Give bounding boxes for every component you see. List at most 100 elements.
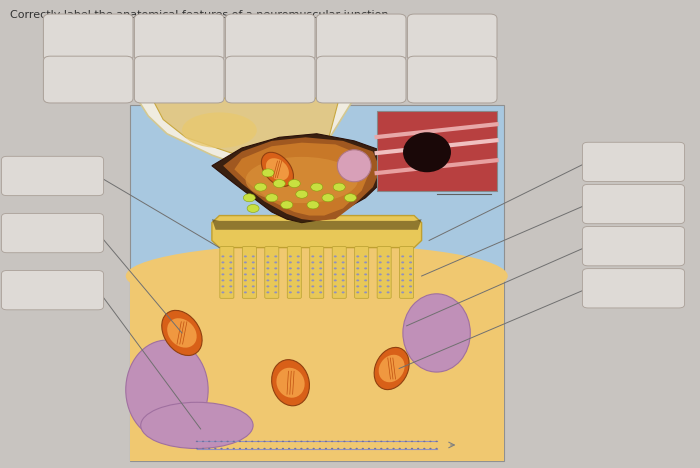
Circle shape bbox=[244, 292, 247, 293]
Circle shape bbox=[289, 262, 292, 263]
Circle shape bbox=[274, 273, 277, 275]
Circle shape bbox=[294, 448, 296, 449]
Circle shape bbox=[297, 267, 300, 270]
FancyBboxPatch shape bbox=[130, 105, 504, 461]
Text: Correctly label the anatomical features of a neuromuscular junction.: Correctly label the anatomical features … bbox=[10, 10, 393, 20]
Circle shape bbox=[343, 441, 346, 442]
Circle shape bbox=[401, 273, 404, 275]
Circle shape bbox=[297, 285, 300, 287]
Circle shape bbox=[230, 285, 232, 287]
Circle shape bbox=[266, 194, 278, 202]
Ellipse shape bbox=[182, 112, 257, 148]
Circle shape bbox=[289, 256, 292, 257]
Text: Mitochondrion: Mitochondrion bbox=[53, 32, 123, 43]
Circle shape bbox=[252, 292, 255, 293]
Circle shape bbox=[393, 441, 395, 442]
Polygon shape bbox=[137, 98, 354, 169]
Circle shape bbox=[274, 262, 277, 263]
Circle shape bbox=[401, 279, 404, 281]
Circle shape bbox=[239, 441, 241, 442]
Circle shape bbox=[244, 273, 247, 275]
FancyBboxPatch shape bbox=[377, 110, 496, 190]
Circle shape bbox=[274, 279, 277, 281]
FancyBboxPatch shape bbox=[1, 213, 104, 253]
Circle shape bbox=[409, 279, 412, 281]
Circle shape bbox=[342, 273, 344, 275]
Circle shape bbox=[405, 441, 407, 442]
Circle shape bbox=[221, 262, 225, 263]
Circle shape bbox=[244, 267, 247, 270]
Text: Sarcolemma: Sarcolemma bbox=[58, 74, 118, 85]
Ellipse shape bbox=[266, 158, 289, 181]
Circle shape bbox=[435, 441, 438, 442]
Circle shape bbox=[379, 285, 382, 287]
Circle shape bbox=[244, 279, 247, 281]
Circle shape bbox=[312, 292, 314, 293]
Text: Motor nerve
fiber: Motor nerve fiber bbox=[150, 69, 209, 90]
Circle shape bbox=[255, 183, 267, 191]
Circle shape bbox=[267, 256, 270, 257]
Circle shape bbox=[208, 441, 210, 442]
Circle shape bbox=[270, 448, 272, 449]
Circle shape bbox=[379, 267, 382, 270]
Circle shape bbox=[356, 441, 358, 442]
Ellipse shape bbox=[276, 368, 304, 398]
Circle shape bbox=[356, 292, 359, 293]
Circle shape bbox=[356, 273, 359, 275]
FancyBboxPatch shape bbox=[355, 247, 369, 298]
Circle shape bbox=[239, 448, 241, 449]
Circle shape bbox=[297, 279, 300, 281]
Circle shape bbox=[312, 262, 314, 263]
FancyBboxPatch shape bbox=[265, 247, 279, 298]
Circle shape bbox=[409, 273, 412, 275]
Circle shape bbox=[319, 262, 322, 263]
Circle shape bbox=[356, 267, 359, 270]
Circle shape bbox=[230, 292, 232, 293]
Polygon shape bbox=[212, 219, 421, 230]
Circle shape bbox=[227, 448, 229, 449]
Circle shape bbox=[267, 267, 270, 270]
Circle shape bbox=[356, 285, 359, 287]
Circle shape bbox=[307, 201, 319, 209]
Circle shape bbox=[379, 292, 382, 293]
Circle shape bbox=[252, 256, 255, 257]
Circle shape bbox=[289, 279, 292, 281]
Ellipse shape bbox=[126, 244, 507, 308]
Circle shape bbox=[319, 273, 322, 275]
Circle shape bbox=[294, 441, 296, 442]
Ellipse shape bbox=[141, 402, 253, 448]
Circle shape bbox=[364, 256, 367, 257]
Circle shape bbox=[331, 441, 333, 442]
Circle shape bbox=[319, 292, 322, 293]
Circle shape bbox=[342, 279, 344, 281]
Circle shape bbox=[263, 441, 265, 442]
Circle shape bbox=[386, 256, 390, 257]
Circle shape bbox=[318, 448, 321, 449]
Ellipse shape bbox=[167, 318, 197, 348]
Circle shape bbox=[429, 441, 432, 442]
Circle shape bbox=[334, 262, 337, 263]
Polygon shape bbox=[152, 98, 340, 162]
FancyBboxPatch shape bbox=[407, 14, 497, 61]
Circle shape bbox=[297, 262, 300, 263]
Circle shape bbox=[417, 448, 419, 449]
Circle shape bbox=[221, 267, 225, 270]
Circle shape bbox=[312, 273, 314, 275]
Circle shape bbox=[221, 292, 225, 293]
Circle shape bbox=[289, 273, 292, 275]
Circle shape bbox=[313, 441, 315, 442]
Circle shape bbox=[230, 262, 232, 263]
Circle shape bbox=[334, 279, 337, 281]
Circle shape bbox=[429, 448, 432, 449]
Circle shape bbox=[247, 205, 259, 212]
Circle shape bbox=[307, 441, 309, 442]
Circle shape bbox=[356, 448, 358, 449]
Ellipse shape bbox=[379, 355, 405, 382]
FancyBboxPatch shape bbox=[407, 56, 497, 103]
Circle shape bbox=[297, 292, 300, 293]
Circle shape bbox=[245, 441, 247, 442]
Circle shape bbox=[244, 194, 256, 202]
Ellipse shape bbox=[272, 360, 309, 406]
Circle shape bbox=[227, 441, 229, 442]
Circle shape bbox=[386, 267, 390, 270]
